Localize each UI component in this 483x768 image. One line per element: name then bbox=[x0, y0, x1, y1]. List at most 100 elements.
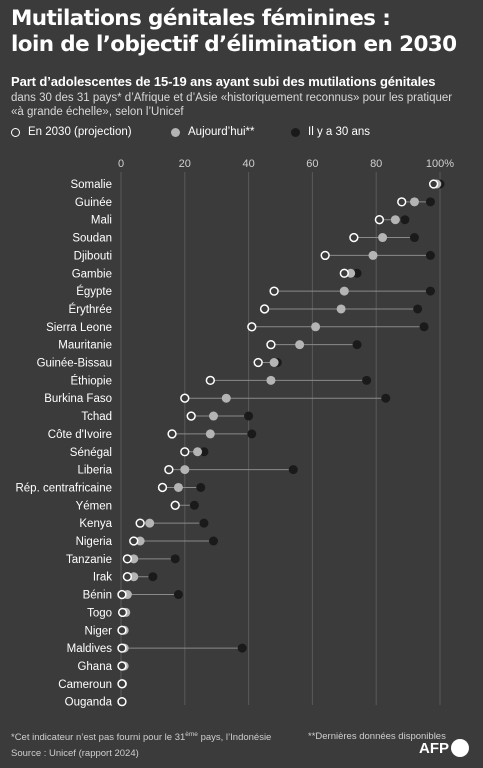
thirty-years-point bbox=[413, 304, 423, 314]
projection-point bbox=[397, 197, 407, 207]
category-label: Côte d'Ivoire bbox=[48, 429, 112, 441]
projection-point bbox=[117, 625, 127, 635]
thirty-years-point bbox=[425, 250, 435, 260]
category-label: Burkina Faso bbox=[44, 393, 112, 405]
category-label: Guinée bbox=[75, 197, 112, 209]
legend-today-label: Aujourd’hui** bbox=[188, 126, 255, 138]
projection-point bbox=[117, 589, 127, 600]
projection-point bbox=[253, 357, 263, 368]
today-point bbox=[135, 536, 145, 546]
today-point bbox=[269, 358, 279, 367]
category-label: Kenya bbox=[79, 518, 112, 530]
projection-point bbox=[122, 572, 133, 582]
projection-point bbox=[180, 393, 190, 403]
legend-thirty-years-label: Il y a 30 ans bbox=[308, 126, 371, 138]
projection-point bbox=[129, 536, 139, 546]
category-label: Cameroun bbox=[58, 679, 112, 691]
today-point bbox=[145, 518, 155, 528]
source-note: Source : Unicef (rapport 2024) bbox=[11, 748, 139, 759]
today-point bbox=[378, 233, 388, 243]
projection-point bbox=[374, 215, 385, 225]
thirty-years-point bbox=[189, 500, 199, 510]
category-label: Égypte bbox=[76, 285, 112, 298]
today-point bbox=[409, 197, 419, 207]
category-label: Nigeria bbox=[76, 536, 113, 548]
projection-point bbox=[186, 411, 196, 421]
thirty-years-point bbox=[409, 233, 419, 243]
today-point bbox=[193, 447, 203, 457]
thirty-years-point bbox=[148, 572, 158, 582]
projection-point bbox=[259, 304, 270, 314]
category-label: Éthiopie bbox=[70, 374, 112, 387]
projection-point bbox=[320, 250, 330, 261]
category-label: Mauritanie bbox=[58, 340, 112, 352]
thirty-years-point bbox=[199, 518, 209, 528]
afp-logo: AFP bbox=[419, 739, 469, 757]
today-point bbox=[390, 215, 400, 225]
thirty-years-point bbox=[199, 447, 209, 457]
category-label: Maldives bbox=[67, 643, 113, 655]
thirty-years-point bbox=[381, 393, 391, 403]
projection-point bbox=[117, 679, 127, 689]
description-line-1: dans 30 des 31 pays* d’Afrique et d’Asie… bbox=[11, 92, 453, 104]
projection-point bbox=[117, 643, 127, 653]
projection-point bbox=[269, 286, 279, 296]
projection-point bbox=[135, 518, 145, 528]
thirty-years-point bbox=[352, 268, 362, 278]
thirty-years-point bbox=[173, 590, 183, 600]
thirty-years-point bbox=[209, 536, 219, 546]
dot-plot-chart: 0 20 40 60 80 100% Somalie Guinée Mali Soudan Djib… bbox=[15, 158, 454, 709]
today-point bbox=[368, 250, 378, 260]
today-point bbox=[266, 375, 276, 385]
legend-projection-marker bbox=[11, 127, 20, 137]
afp-logo-circle-icon bbox=[451, 739, 469, 757]
category-label: Mali bbox=[91, 215, 112, 227]
legend-item-thirty-years: Il y a 30 ans bbox=[291, 126, 370, 138]
chart-description: dans 30 des 31 pays* d’Afrique et d’Asie… bbox=[11, 91, 471, 119]
projection-point bbox=[167, 429, 177, 439]
thirty-years-point bbox=[247, 429, 257, 439]
legend-thirty-years-marker bbox=[291, 127, 300, 137]
thirty-years-point bbox=[362, 375, 372, 385]
category-label: Tchad bbox=[81, 411, 112, 423]
today-point bbox=[221, 393, 231, 403]
legend-today-marker bbox=[171, 127, 180, 137]
chart-title: Mutilations génitales féminines : loin d… bbox=[11, 6, 476, 58]
legend-item-projection: En 2030 (projection) bbox=[11, 126, 132, 138]
x-tick-label: 0 bbox=[118, 158, 124, 170]
category-label: Yémen bbox=[76, 500, 112, 512]
projection-point bbox=[205, 375, 215, 386]
today-point bbox=[311, 322, 321, 332]
category-label: Sénégal bbox=[70, 447, 112, 459]
projection-point bbox=[428, 179, 439, 189]
thirty-years-point bbox=[400, 215, 410, 225]
projection-point bbox=[180, 447, 190, 457]
projection-point bbox=[157, 482, 168, 493]
category-label: Irak bbox=[93, 572, 112, 584]
today-point bbox=[180, 465, 190, 475]
category-label: Érythrée bbox=[69, 303, 112, 316]
thirty-years-point bbox=[352, 340, 362, 350]
thirty-years-point bbox=[419, 322, 429, 332]
projection-point bbox=[247, 322, 257, 332]
category-label: Togo bbox=[87, 607, 112, 619]
thirty-years-point bbox=[425, 197, 435, 207]
thirty-years-point bbox=[196, 482, 206, 492]
thirty-years-point bbox=[244, 411, 254, 421]
projection-point bbox=[117, 661, 127, 671]
category-label: Gambie bbox=[72, 268, 112, 280]
x-tick-label: 40 bbox=[242, 158, 254, 170]
projection-point bbox=[266, 340, 276, 350]
x-tick-label: 80 bbox=[370, 158, 382, 170]
projection-point bbox=[349, 232, 359, 243]
category-label: Soudan bbox=[72, 233, 112, 245]
projection-point bbox=[117, 607, 128, 618]
projection-point bbox=[339, 268, 349, 278]
thirty-years-point bbox=[237, 643, 247, 653]
category-label: Ghana bbox=[77, 661, 112, 673]
footnote-latest-data: **Dernières données disponibles bbox=[308, 731, 446, 742]
x-tick-label: 60 bbox=[306, 158, 318, 170]
today-point bbox=[173, 482, 183, 492]
description-line-2: «à grande échelle», selon l’Unicef bbox=[11, 106, 184, 118]
today-point bbox=[295, 340, 305, 350]
